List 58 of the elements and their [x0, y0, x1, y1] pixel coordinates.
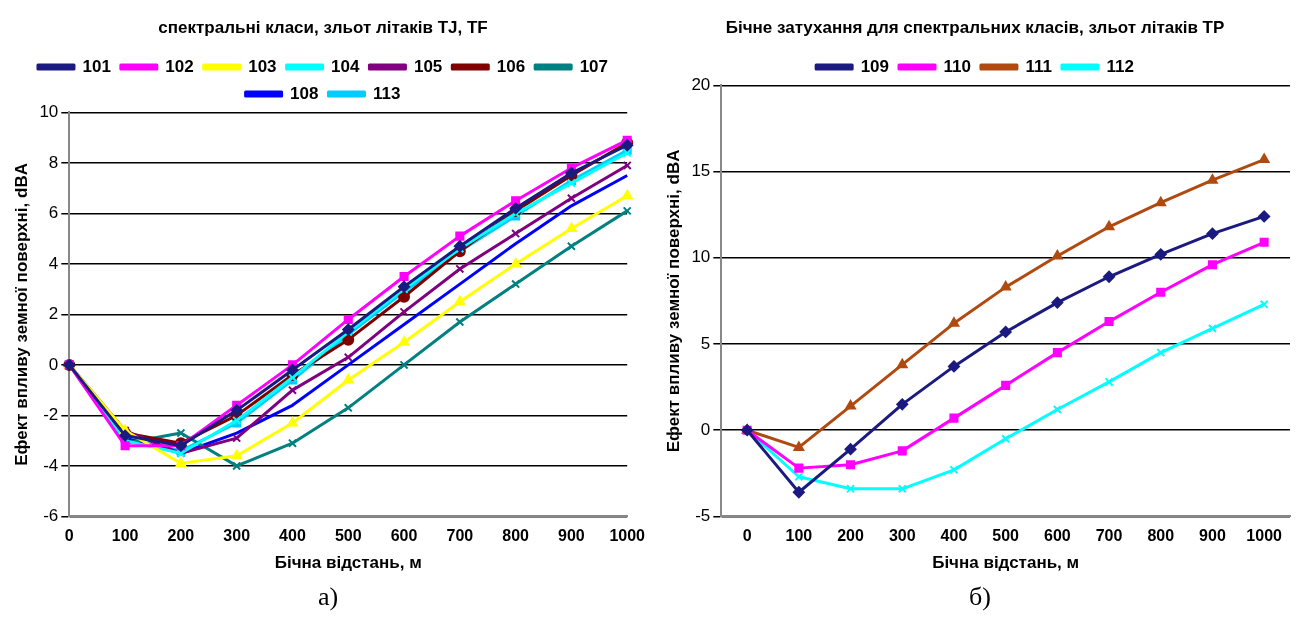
legend-label: 107 — [579, 56, 609, 76]
y-axis-title: Ефект впливу земної поверхні, dBA — [663, 149, 683, 453]
y-tick-label: 2 — [48, 304, 59, 324]
y-tick-label: -4 — [43, 455, 59, 475]
x-tick-label: 300 — [223, 527, 251, 545]
x-tick-label: 900 — [558, 527, 585, 545]
x-tick-label: 600 — [390, 527, 418, 545]
x-tick-label: 800 — [1147, 527, 1175, 545]
x-tick-label: 0 — [64, 527, 74, 545]
x-tick-label: 0 — [742, 527, 752, 545]
y-tick-label: 4 — [48, 253, 59, 273]
chart-title: Бічне затухання для спектральних класів, зльот літаків TP — [725, 17, 1225, 37]
x-axis-title: Бічна відстань, м — [274, 553, 422, 573]
legend-label: 113 — [372, 83, 401, 103]
text: а) — [316, 582, 340, 612]
legend-label: 108 — [290, 83, 319, 103]
x-tick-label: 100 — [111, 527, 139, 545]
chart-title: спектральні класи, зльот літаків TJ, TF — [158, 17, 488, 37]
y-tick-label: 10 — [691, 247, 711, 267]
x-tick-label: 1000 — [1246, 527, 1283, 545]
y-axis-title: Ефект впливу земної поверхні, dBA — [11, 163, 31, 466]
x-tick-label: 100 — [785, 527, 813, 545]
x-tick-label: 500 — [992, 527, 1020, 545]
y-tick-label: 20 — [691, 75, 711, 95]
x-tick-label: 500 — [334, 527, 362, 545]
x-axis-title: Бічна відстань, м — [932, 553, 1080, 573]
legend-label: 104 — [331, 56, 360, 76]
x-tick-label: 900 — [1199, 527, 1226, 545]
x-tick-label: 600 — [1044, 527, 1071, 545]
y-tick-label: 0 — [48, 354, 59, 374]
y-tick-label: -5 — [695, 506, 711, 526]
y-tick-label: -6 — [43, 506, 59, 526]
x-tick-label: 700 — [446, 527, 474, 545]
x-tick-label: 700 — [1095, 527, 1123, 545]
x-tick-label: 200 — [167, 527, 195, 545]
legend-label: 110 — [943, 56, 971, 76]
text: б) — [968, 582, 992, 612]
x-tick-label: 400 — [940, 527, 968, 545]
legend-label: 101 — [82, 56, 111, 76]
legend-label: 106 — [496, 56, 526, 76]
y-tick-label: 8 — [48, 152, 59, 172]
legend-label: 112 — [1106, 56, 1134, 76]
y-tick-label: 5 — [700, 333, 711, 353]
legend-label: 103 — [248, 56, 277, 76]
x-tick-label: 200 — [837, 527, 864, 545]
y-tick-label: -2 — [43, 405, 59, 425]
y-tick-label: 10 — [39, 102, 59, 122]
x-tick-label: 1000 — [609, 527, 646, 545]
x-tick-label: 800 — [502, 527, 530, 545]
legend-label: 109 — [860, 56, 890, 76]
y-tick-label: 0 — [700, 419, 711, 439]
y-tick-label: 15 — [691, 161, 711, 181]
legend-label: 105 — [413, 56, 443, 76]
legend-label: 102 — [165, 56, 194, 76]
y-tick-label: 6 — [48, 203, 59, 223]
x-tick-label: 400 — [279, 527, 306, 545]
legend-label: 111 — [1025, 56, 1052, 76]
x-tick-label: 300 — [888, 527, 916, 545]
